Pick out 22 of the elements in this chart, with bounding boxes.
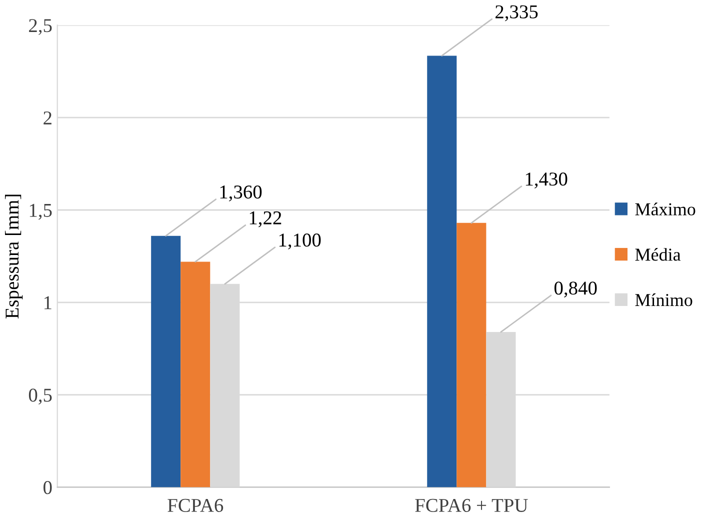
data-label: 1,22 <box>250 211 282 228</box>
bar <box>180 262 210 488</box>
legend-label: Mínimo <box>635 293 692 306</box>
y-tick-label: 2,5 <box>29 19 52 35</box>
y-tick-label: 1 <box>44 296 52 310</box>
y-tick-label: 0 <box>44 481 52 494</box>
data-label: 1,100 <box>279 234 321 250</box>
y-tick-label: 2 <box>44 111 52 124</box>
y-axis-title: Espessura [mm] <box>5 194 23 319</box>
data-label: 1,430 <box>526 172 568 188</box>
y-tick-label: 1,5 <box>30 204 52 220</box>
x-tick-label: FCPA6 <box>168 498 224 512</box>
bar <box>151 236 181 488</box>
data-label: 2,335 <box>496 5 538 22</box>
bar <box>456 222 486 488</box>
y-tick-label: 0,5 <box>28 388 52 405</box>
legend-label: Máximo <box>635 202 696 216</box>
bar <box>427 56 457 488</box>
data-label: 1,360 <box>220 185 262 202</box>
legend-label: Média <box>635 248 681 261</box>
data-label: 0,840 <box>554 282 597 298</box>
x-tick-label: FCPA6 + TPU <box>415 498 528 512</box>
